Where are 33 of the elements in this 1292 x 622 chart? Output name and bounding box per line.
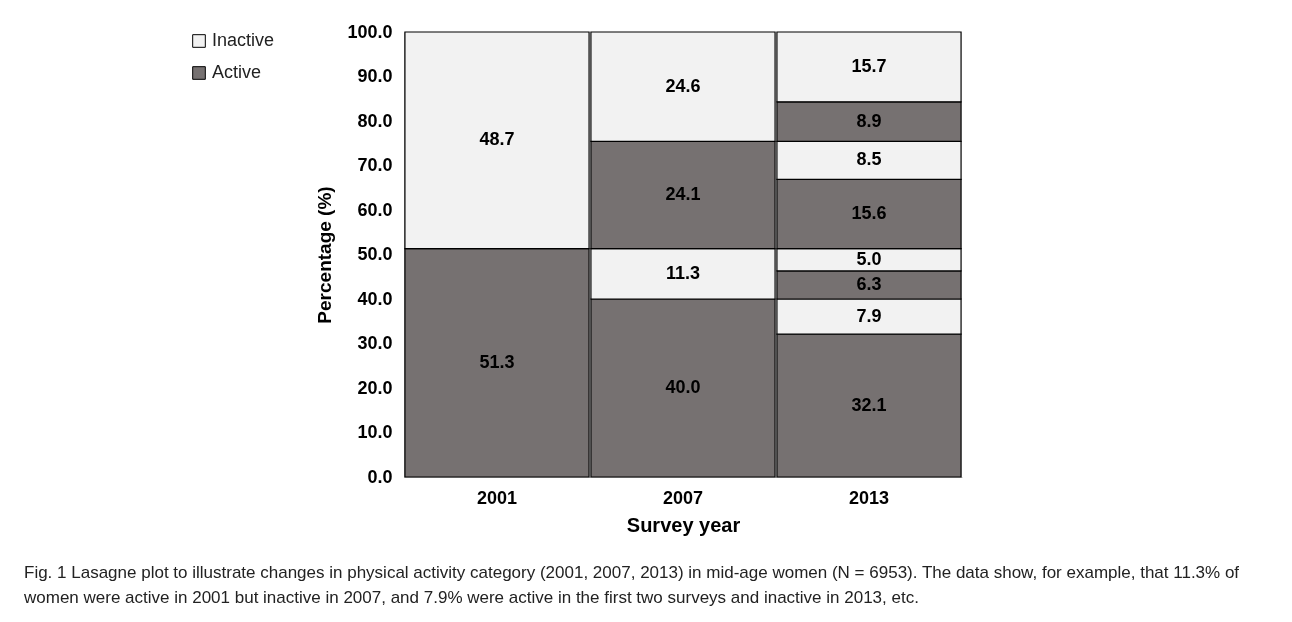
y-tick-label: 100.0 [347, 21, 393, 42]
data-label: 8.5 [856, 149, 882, 170]
legend-label: Active [212, 62, 262, 82]
data-label: 24.1 [665, 184, 701, 205]
y-tick-label: 50.0 [357, 244, 393, 264]
y-tick-label: 90.0 [357, 66, 393, 86]
x-tick-label: 2001 [476, 487, 518, 508]
data-label: 8.9 [856, 110, 882, 131]
y-tick-label: 0.0 [367, 466, 393, 487]
data-label: 5.0 [856, 248, 882, 269]
data-label: 24.6 [665, 75, 701, 96]
caption: Fig. 1 Lasagne plot to illustrate changes in physical activity category (2001, 2007, 2013) in mid-age women (N = 6953). The data show, for example, that 11.3% of women were active in 2001 but inactive in 2007, and 7.9% were active in the first two surveys and inactive in 2013, etc. [24, 562, 1241, 609]
x-tick-label: 2013 [848, 487, 890, 508]
data-label: 32.1 [851, 394, 887, 415]
data-label: 40.0 [665, 377, 701, 397]
y-tick-label: 80.0 [357, 110, 393, 131]
data-label: 15.6 [851, 203, 887, 224]
y-tick-label: 60.0 [357, 199, 393, 220]
y-tick-label: 70.0 [357, 155, 393, 175]
y-axis-title: Percentage (%) [314, 186, 336, 324]
data-label: 48.7 [479, 129, 515, 150]
y-tick-label: 40.0 [357, 288, 393, 309]
y-tick-label: 20.0 [357, 377, 393, 398]
legend-label: Inactive [212, 30, 275, 50]
data-label: 51.3 [479, 351, 515, 372]
data-label: 11.3 [665, 262, 701, 283]
data-label: 7.9 [856, 305, 882, 326]
data-label: 6.3 [856, 273, 882, 294]
x-axis-title: Survey year [626, 513, 741, 536]
y-tick-label: 30.0 [357, 333, 393, 353]
y-tick-label: 10.0 [357, 422, 393, 442]
x-tick-label: 2007 [662, 487, 704, 508]
data-label: 15.7 [851, 55, 887, 76]
